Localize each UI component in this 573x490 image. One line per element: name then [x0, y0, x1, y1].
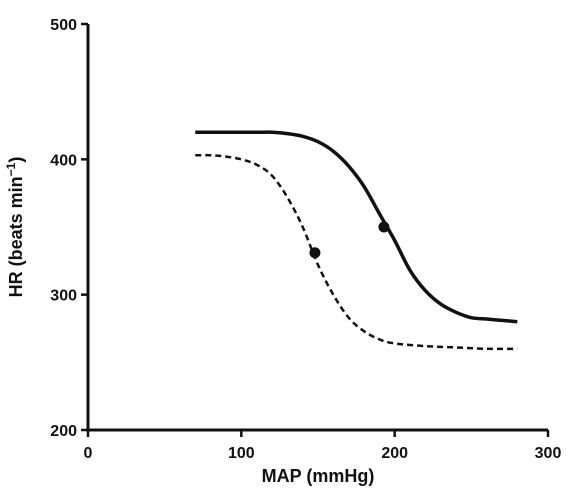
solid-curve — [195, 130, 518, 324]
y-axis-title-superscript: −1 — [4, 162, 18, 176]
x-tick-label: 200 — [381, 445, 408, 462]
dashed-curve — [195, 153, 518, 351]
x-tick-label: 300 — [535, 445, 562, 462]
dashed-curve-midpoint — [309, 247, 321, 259]
y-axis-title-close: ) — [6, 157, 26, 163]
axes — [86, 24, 548, 432]
ticks: 0 100 200 300 200 300 400 500 — [50, 17, 561, 462]
solid-curve-midpoint — [378, 221, 390, 233]
x-tick-label: 100 — [228, 445, 255, 462]
y-tick-label: 400 — [50, 152, 77, 169]
y-tick-label: 200 — [50, 423, 77, 440]
x-tick-label: 0 — [84, 445, 93, 462]
y-tick-label: 500 — [50, 17, 77, 34]
y-tick-label: 300 — [50, 288, 77, 305]
x-axis-title: MAP (mmHg) — [262, 466, 375, 486]
y-axis-title: HR (beats min−1) — [4, 157, 26, 298]
y-axis-title-main: HR (beats min — [6, 176, 26, 297]
series-layer — [195, 130, 518, 351]
